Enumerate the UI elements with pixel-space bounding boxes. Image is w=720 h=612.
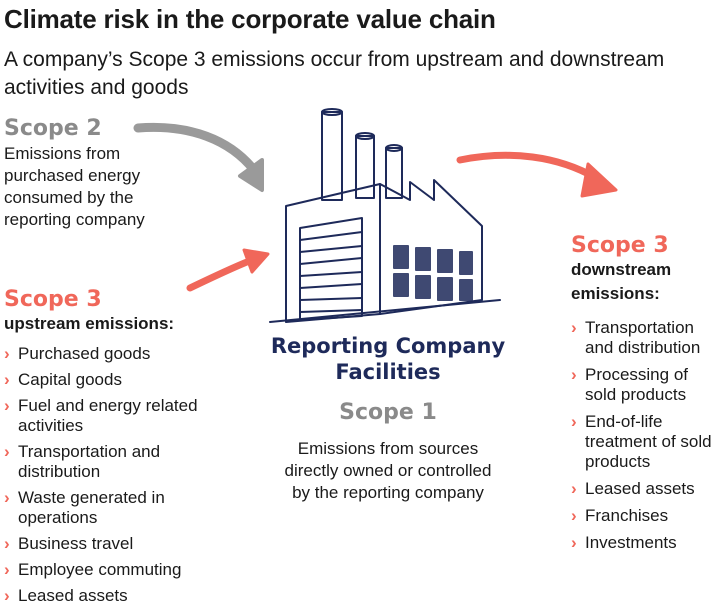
chevron-right-icon: › <box>571 479 577 498</box>
upstream-list-item: › Employee commuting <box>4 560 204 580</box>
upstream-list-item-label: Leased assets <box>18 586 128 605</box>
upstream-list-item: › Business travel <box>4 534 204 554</box>
downstream-list-item: › End-of-life treatment of sold products <box>571 412 719 472</box>
upstream-list-item: › Purchased goods <box>4 344 204 364</box>
downstream-list-item-label: Leased assets <box>585 479 695 498</box>
upstream-list-item: › Transportation and distribution <box>4 442 204 482</box>
scope3-upstream-arrow-icon <box>186 248 270 292</box>
chevron-right-icon: › <box>571 533 577 552</box>
scope2-description: Emissions from purchased energy consumed… <box>4 144 145 229</box>
chevron-right-icon: › <box>4 560 10 579</box>
downstream-list: › Transportation and distribution › Process… <box>571 318 719 553</box>
scope3-downstream-section: Scope 3 downstream emissions: › Transport… <box>571 233 719 560</box>
downstream-list-item: › Transportation and distribution <box>571 318 719 358</box>
scope3-downstream-subtitle: downstream emissions: <box>571 260 672 303</box>
factory-icon <box>269 108 501 323</box>
chevron-right-icon: › <box>4 586 10 605</box>
downstream-list-item-label: Transportation and distribution <box>585 318 701 357</box>
upstream-list-item: › Waste generated in operations <box>4 488 204 528</box>
chevron-right-icon: › <box>4 488 10 507</box>
upstream-list-item-label: Transportation and distribution <box>18 442 161 481</box>
scope1-description: Emissions from sources directly owned or… <box>284 439 492 502</box>
chevron-right-icon: › <box>571 318 577 337</box>
chevron-right-icon: › <box>4 396 10 415</box>
chevron-right-icon: › <box>4 344 10 363</box>
downstream-list-item: › Investments <box>571 533 719 553</box>
chevron-right-icon: › <box>4 370 10 389</box>
downstream-list-item-label: Processing of sold products <box>585 365 688 404</box>
upstream-list: › Purchased goods › Capital goods › Fuel and … <box>4 344 204 606</box>
scope3-upstream-subtitle: upstream emissions: <box>4 314 175 333</box>
upstream-list-item: › Capital goods <box>4 370 204 390</box>
scope2-arrow-icon <box>133 122 264 192</box>
page-title: Climate risk in the corporate value chai… <box>4 4 496 34</box>
downstream-list-item-label: End-of-life treatment of sold products <box>585 412 712 471</box>
chevron-right-icon: › <box>571 412 577 431</box>
scope3-downstream-title: Scope 3 <box>571 233 669 258</box>
scope2-title: Scope 2 <box>4 116 102 141</box>
upstream-list-item: › Fuel and energy related activities <box>4 396 204 436</box>
downstream-list-item-label: Franchises <box>585 506 669 525</box>
chevron-right-icon: › <box>4 442 10 461</box>
downstream-list-item-label: Investments <box>585 533 677 552</box>
downstream-list-item: › Processing of sold products <box>571 365 719 405</box>
upstream-list-item-label: Capital goods <box>18 370 122 389</box>
chevron-right-icon: › <box>571 365 577 384</box>
upstream-list-item: › Leased assets <box>4 586 204 606</box>
chevron-right-icon: › <box>4 534 10 553</box>
scope3-upstream-title: Scope 3 <box>4 287 102 312</box>
upstream-list-item-label: Business travel <box>18 534 134 553</box>
downstream-list-item: › Leased assets <box>571 479 719 499</box>
chevron-right-icon: › <box>571 506 577 525</box>
downstream-list-item: › Franchises <box>571 506 719 526</box>
scope3-upstream-section: Scope 3 upstream emissions: › Purchased g… <box>4 287 234 612</box>
upstream-list-item-label: Employee commuting <box>18 560 182 579</box>
upstream-list-item-label: Purchased goods <box>18 344 151 363</box>
facility-label: Reporting Company Facilities <box>270 334 506 384</box>
upstream-list-item-label: Fuel and energy related activities <box>18 396 198 435</box>
page-subtitle: A company’s Scope 3 emissions occur from… <box>4 48 665 99</box>
scope1-title: Scope 1 <box>339 400 437 425</box>
upstream-list-item-label: Waste generated in operations <box>18 488 165 527</box>
scope3-downstream-arrow-icon <box>456 151 618 198</box>
scope2-section: Scope 2 Emissions from purchased energy … <box>4 116 179 231</box>
